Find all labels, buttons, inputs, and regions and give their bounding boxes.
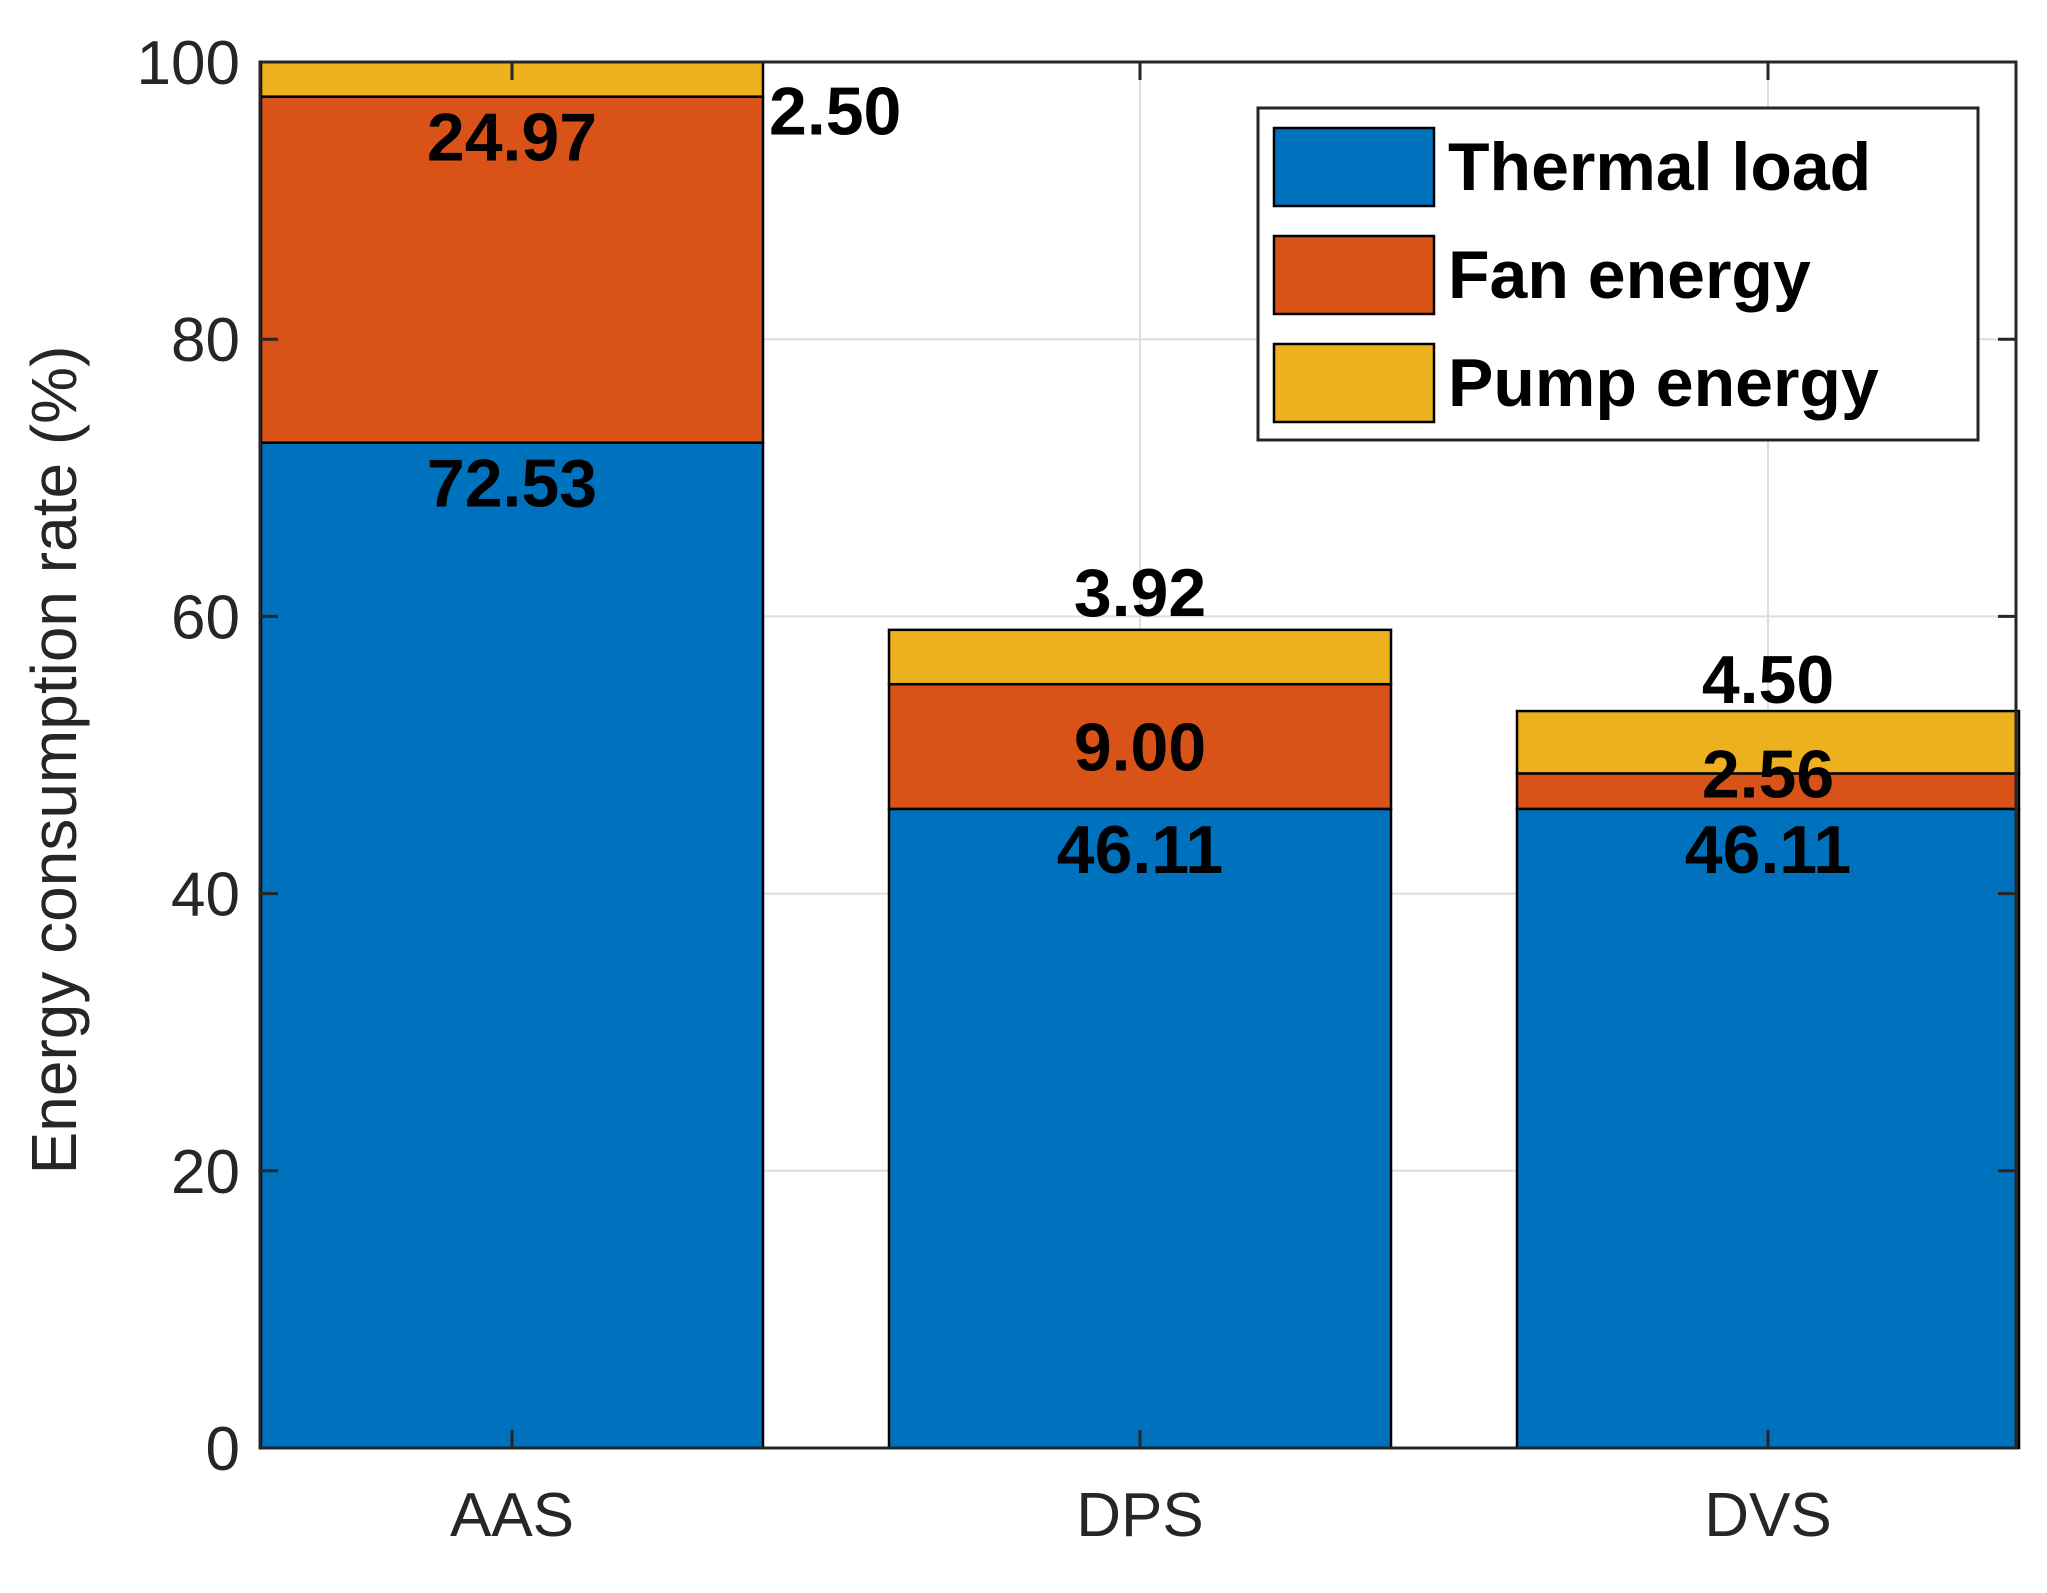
y-axis-label: Energy consumption rate (%) (18, 346, 90, 1175)
bar-aas-thermal-load (259, 441, 765, 1450)
label-aas-thermal-load: 72.53 (427, 446, 597, 522)
bar-dvs-fan-energy (1515, 772, 2021, 811)
label-dps-thermal-load: 46.11 (1057, 812, 1223, 888)
label-dvs-fan-energy: 2.56 (1702, 736, 1834, 812)
x-tick-label-dvs: DVS (1704, 1481, 1831, 1550)
y-tick-label-60: 60 (171, 583, 240, 652)
bar-dps-pump-energy (887, 628, 1393, 686)
x-tick-label-dps: DPS (1076, 1481, 1203, 1550)
legend-swatch-pump-energy (1272, 342, 1436, 424)
label-aas-pump-energy: 2.50 (769, 74, 901, 150)
bar-dvs-thermal-load (1515, 807, 2021, 1450)
legend-swatch-fan-energy (1272, 234, 1436, 316)
bar-aas-fan-energy (259, 95, 765, 444)
legend: Thermal load Fan energy Pump energy (1256, 106, 1980, 442)
label-dps-fan-energy: 9.00 (1074, 710, 1206, 786)
bar-dps-fan-energy (887, 682, 1393, 811)
legend-label-pump-energy: Pump energy (1448, 345, 1879, 421)
bar-dps-thermal-load (887, 807, 1393, 1450)
y-tick-label-0: 0 (206, 1415, 240, 1484)
y-tick-label-100: 100 (137, 29, 240, 98)
label-dps-pump-energy: 3.92 (1074, 555, 1206, 631)
label-dvs-thermal-load: 46.11 (1685, 812, 1851, 888)
bars (259, 60, 2021, 1450)
x-tick-label-aas: AAS (450, 1481, 574, 1550)
y-tick-label-40: 40 (171, 861, 240, 930)
label-aas-fan-energy: 24.97 (427, 100, 597, 176)
axis-ticks: 0 20 40 60 80 100 AAS DPS DVS (137, 29, 2016, 1550)
legend-label-fan-energy: Fan energy (1448, 237, 1811, 313)
label-dvs-pump-energy: 4.50 (1702, 642, 1834, 718)
legend-label-thermal-load: Thermal load (1448, 129, 1871, 205)
bar-dvs-pump-energy (1515, 709, 2021, 775)
y-tick-label-20: 20 (171, 1138, 240, 1207)
legend-swatch-thermal-load (1272, 126, 1436, 208)
axes-box (258, 60, 2018, 1450)
y-tick-label-80: 80 (171, 306, 240, 375)
